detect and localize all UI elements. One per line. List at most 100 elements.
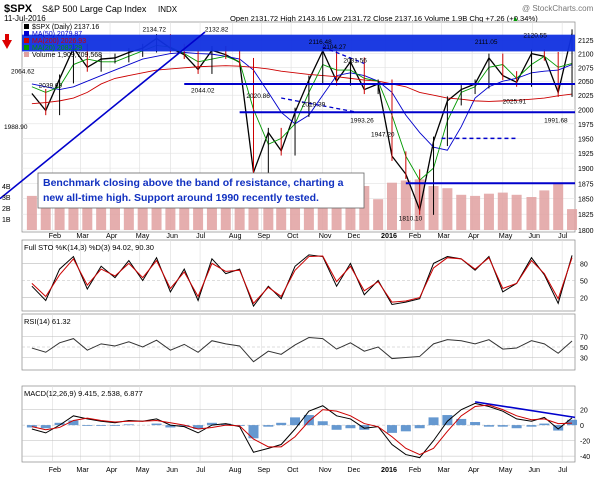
price-value-label: 2111.05 [475,39,498,46]
price-value-label: 2104.27 [323,44,347,51]
volume-bar [483,193,494,230]
dashed-downtrend-line [322,46,365,65]
x-axis-label-top: Oct [287,231,298,240]
price-axis-tick: 1975 [578,122,594,129]
volume-bar [123,197,134,230]
x-axis-label-bottom: 2016 [381,465,397,474]
volume-bar [386,182,397,230]
price-axis-tick: 1875 [578,181,594,188]
x-axis-label-top: Sep [257,231,270,240]
macd-histogram-bar [442,415,453,426]
x-axis-label-bottom: Aug [229,465,242,474]
ma20-line [31,44,573,181]
x-axis-label-bottom: Sep [257,465,270,474]
price-axis-tick: 1850 [578,197,594,204]
up-arrow-icon: ▲ [512,16,519,23]
legend-price: $SPX (Daily) 2137.16 [32,24,99,31]
macd-histogram-bar [206,422,217,426]
price-value-label: 2134.72 [143,26,167,33]
x-axis-label-bottom: Nov [319,465,332,474]
x-axis-label-bottom: Jul [558,465,568,474]
volume-bar [400,180,411,230]
rsi-line [31,337,573,363]
price-axis-tick: 2075 [578,65,594,72]
x-axis-label-bottom: Apr [106,465,118,474]
price-axis-tick: 1825 [578,212,594,219]
x-axis-label-bottom: Dec [347,465,360,474]
description: S&P 500 Large Cap Index [42,4,147,14]
volume-bar [470,195,481,230]
price-axis-tick: 1925 [578,151,594,158]
macd-histogram-bar [567,419,578,426]
volume-bar [456,194,467,230]
volume-bars [26,179,578,230]
macd-histogram-bar [220,423,231,426]
volume-bar [539,190,550,230]
x-axis-label-top: May [136,231,150,240]
macd-histogram-bar [331,425,342,430]
x-axis-label-bottom: Mar [76,465,89,474]
x-axis-label-bottom: Jun [166,465,178,474]
x-axis-label-top: Mar [76,231,89,240]
exchange: INDX [158,5,178,14]
macd-histogram-bar [359,425,370,430]
macd-histogram-bar [151,423,162,426]
volume-bar [526,197,537,230]
legend-volume: Volume 1,909,709,568 [32,52,102,59]
x-axis-label-top: Apr [106,231,118,240]
x-axis-label-top: Jun [166,231,178,240]
watermark: @ StockCharts.com [522,4,594,13]
arrow-down-icon [2,40,12,49]
indicator-axis-tick: 80 [580,261,588,268]
annotation-line-1: Benchmark closing above the band of resi… [43,177,344,189]
x-axis-label-bottom: Jun [528,465,540,474]
volume-bar [193,192,204,230]
volume-bar [26,195,37,230]
volume-bar [96,197,107,230]
macd-histogram-bar [123,424,134,426]
rsi-title: RSI(14) 61.32 [24,317,71,326]
resistance-band [22,34,575,52]
dashed-downtrend-line-2 [281,97,358,113]
volume-bar [220,197,231,230]
volume-axis-tick: 1B [2,217,11,224]
macd-histogram-bar [26,425,37,428]
indicator-axis-tick: 30 [580,356,588,363]
volume-axis-tick: 4B [2,184,11,191]
x-axis-label-bottom: Feb [49,465,61,474]
price-value-label: 2044.02 [191,87,215,94]
chart-labels: 1800 1825 1850 1875 1900 1925 1950 1975 2000 2025… [2,26,594,474]
volume-bar [567,209,578,230]
macd-histogram-bar [470,422,481,426]
price-axis-tick: 2000 [578,107,594,114]
macd-divergence-line [474,401,576,419]
price-value-label: 1988.90 [4,124,28,131]
x-axis-label-top: Nov [319,231,332,240]
price-axis-tick: 1900 [578,166,594,173]
legend-ma20-swatch [24,45,29,50]
macd-histogram-bar [248,425,259,439]
indicator-axis-tick: 0 [580,423,584,430]
signal-line [31,404,573,456]
macd-histogram-bar [539,423,550,426]
price-value-label: 1810.10 [399,216,423,223]
volume-bar [290,194,301,230]
macd-histogram-bar [317,421,328,426]
volume-bar [373,199,384,230]
price-value-label: 1947.20 [371,132,395,139]
macd-histogram-bar [553,425,564,431]
price-series [31,29,573,215]
macd-histogram-bar [290,417,301,426]
volume-bar [68,199,79,230]
macd-histogram-bar [179,425,190,427]
macd-histogram-bar [303,415,314,426]
volume-bar [82,194,93,230]
volume-bar [263,188,274,230]
macd-histogram-bar [82,425,93,426]
macd-histogram-bar [276,422,287,426]
volume-bar [137,195,148,230]
macd-histogram-bar [511,425,522,429]
macd-histogram-bar [456,418,467,426]
grid-lines [22,22,575,462]
volume-bar [345,187,356,230]
